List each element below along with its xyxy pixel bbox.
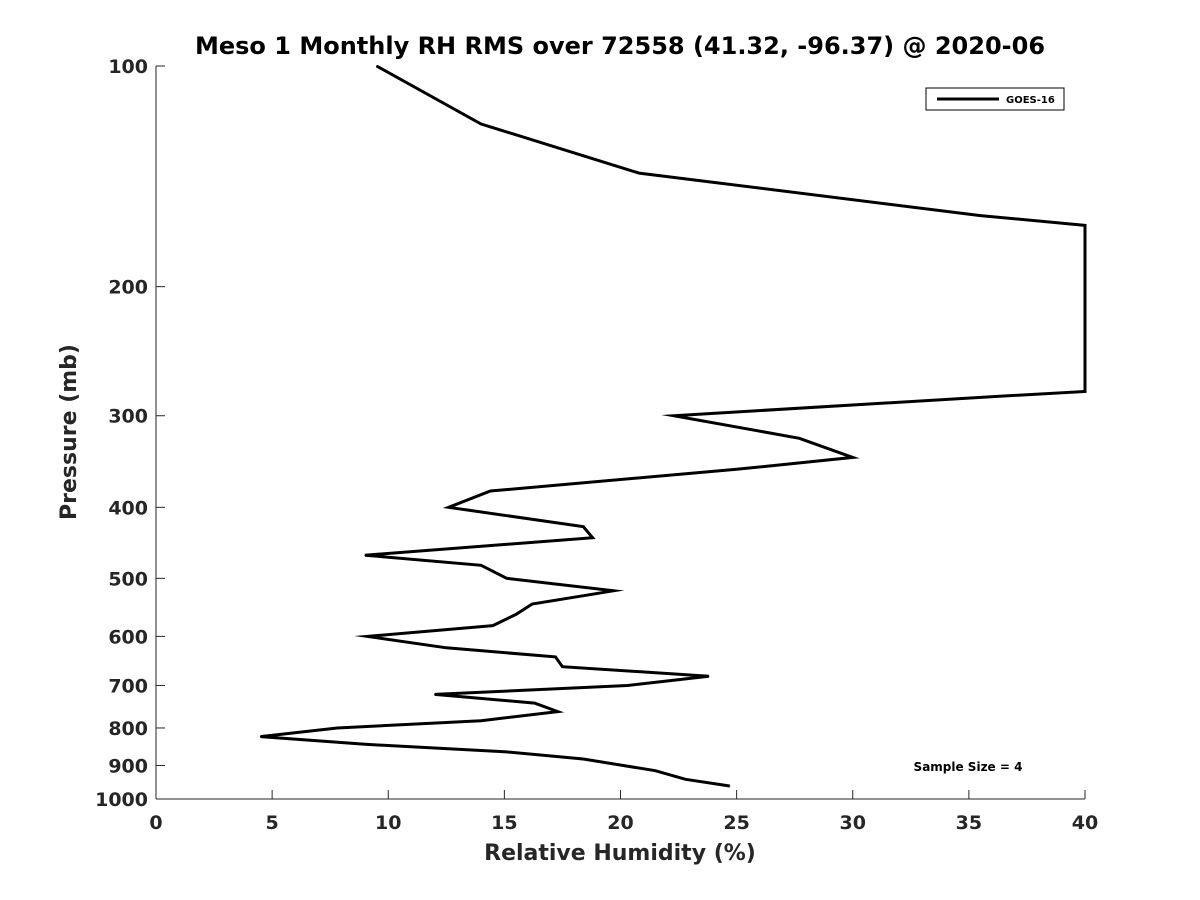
y-tick-label: 400 — [108, 497, 148, 519]
data-point — [445, 647, 447, 649]
data-point — [708, 675, 710, 677]
data-point — [612, 590, 615, 592]
data-point — [364, 554, 366, 556]
x-axis-label: Relative Humidity (%) — [484, 841, 756, 866]
data-point — [434, 693, 436, 696]
data-point — [638, 172, 640, 174]
y-tick-label: 100 — [108, 56, 148, 78]
data-point — [1084, 390, 1086, 393]
data-point — [654, 770, 656, 772]
y-tick-label: 500 — [108, 568, 148, 590]
data-point — [480, 123, 482, 125]
data-point — [515, 613, 517, 616]
data-point — [1003, 395, 1005, 397]
data-point — [582, 526, 584, 528]
y-axis-label: Pressure (mb) — [57, 344, 82, 520]
y-tick-label: 200 — [108, 277, 148, 299]
data-point — [336, 727, 338, 729]
data-point — [798, 437, 800, 439]
data-point — [531, 603, 533, 605]
data-point — [1084, 224, 1086, 226]
y-tick-label: 900 — [108, 755, 148, 777]
data-point — [592, 537, 594, 539]
data-point — [503, 751, 505, 753]
sample-size-annotation: Sample Size = 4 — [914, 760, 1023, 774]
series-line-0 — [260, 64, 1087, 788]
data-point — [736, 468, 738, 470]
data-point — [729, 785, 731, 787]
y-tick-label: 1000 — [95, 789, 148, 811]
data-point — [554, 656, 557, 658]
x-axis-ticks: 0 5 10 15 20 25 30 35 40 — [149, 790, 1098, 834]
data-point — [448, 506, 450, 508]
data-point — [492, 625, 494, 627]
data-point — [852, 456, 854, 458]
chart-title: Meso 1 Monthly RH RMS over 72558 (41.32,… — [195, 32, 1045, 60]
data-point — [364, 743, 366, 745]
data-point — [506, 577, 508, 579]
y-tick-label: 300 — [108, 406, 148, 428]
data-point — [626, 684, 629, 687]
data-point — [366, 635, 368, 638]
x-tick-label: 20 — [607, 812, 633, 834]
x-tick-label: 10 — [375, 812, 401, 834]
data-point — [673, 415, 675, 417]
data-point — [259, 736, 262, 738]
data-point — [480, 720, 482, 722]
data-point — [534, 702, 536, 704]
legend-label: GOES-16 — [1006, 95, 1055, 106]
x-tick-label: 15 — [491, 812, 517, 834]
data-point — [557, 711, 559, 713]
x-tick-label: 35 — [956, 812, 982, 834]
y-tick-label: 600 — [108, 626, 148, 648]
y-tick-label: 700 — [108, 675, 148, 697]
x-tick-label: 0 — [149, 812, 162, 834]
x-tick-label: 40 — [1072, 812, 1098, 834]
data-point — [376, 65, 378, 67]
y-tick-label: 800 — [108, 718, 148, 740]
data-point — [684, 778, 687, 780]
data-point — [979, 215, 982, 217]
legend: GOES-16 — [925, 87, 1065, 111]
series-group — [259, 64, 1087, 788]
data-point — [561, 666, 564, 668]
data-point — [582, 758, 584, 760]
x-tick-label: 5 — [266, 812, 279, 834]
data-point — [480, 564, 482, 566]
x-tick-label: 30 — [840, 812, 866, 834]
y-axis-ticks: 100 200 300 400 500 600 700 800 900 1000 — [95, 56, 165, 811]
x-tick-label: 25 — [723, 812, 749, 834]
data-point — [489, 490, 491, 492]
plot-area — [156, 66, 1085, 799]
